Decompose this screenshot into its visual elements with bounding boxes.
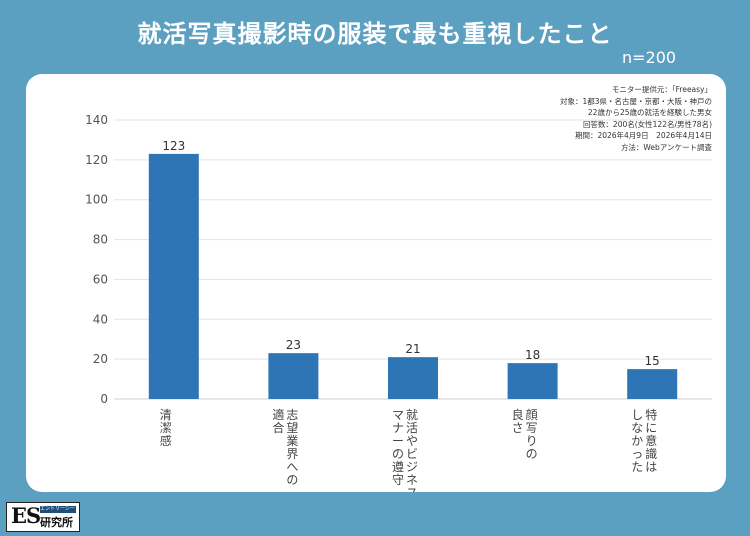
logo-mark: ES [11,503,41,528]
bar [627,369,678,399]
logo-name: 研究所 [40,516,73,529]
survey-info: モニター提供元：「Freeasy」 対象：1都3県・名古屋・京都・大阪・神戸の … [560,84,712,153]
data-label: 18 [525,348,540,362]
data-label: 15 [645,354,660,368]
chart-card: モニター提供元：「Freeasy」 対象：1都3県・名古屋・京都・大阪・神戸の … [26,74,726,492]
y-tick-label: 60 [93,272,108,286]
survey-info-line: 回答数：200名(女性122名/男性78名) [582,119,712,129]
data-label: 23 [286,338,301,352]
bar [268,353,319,399]
es-lab-logo: ES エントリーシート 研究所 [6,502,80,532]
x-tick-label: 適合 [272,407,284,435]
bar [388,357,438,399]
x-tick-label: マナーの遵守 [392,408,404,487]
sample-size-label: n=200 [622,48,677,67]
survey-info-line: 対象：1都3県・名古屋・京都・大阪・神戸の [559,96,712,106]
survey-info-line: 方法：Webアンケート調査 [620,142,712,152]
x-tick-label: 特に意識は [645,407,657,474]
x-tick-label: しなかった [631,408,643,474]
y-tick-label: 40 [93,312,108,326]
y-tick-label: 100 [85,193,108,207]
bar [507,363,558,399]
y-tick-label: 120 [85,153,108,167]
survey-info-line: モニター提供元：「Freeasy」 [611,85,712,94]
x-tick-label: 清潔感 [160,408,172,448]
y-tick-label: 20 [93,352,108,366]
survey-info-line: 22歳から25歳の就活を経験した男女 [587,108,712,117]
bar [148,153,199,399]
y-tick-label: 140 [85,113,108,127]
x-tick-label: 良さ [512,407,524,435]
x-tick-label: 顔写りの [526,407,538,461]
x-tick-label: 就活やビジネス [406,408,418,492]
y-tick-label: 0 [100,392,108,406]
x-tick-label: 志望業界への [286,408,298,487]
survey-info-line: 期間：2026年4月9日 2026年4月14日 [574,131,712,140]
page-title: 就活写真撮影時の服装で最も重視したこと [137,20,613,48]
y-tick-label: 80 [93,233,108,247]
logo-tagline: エントリーシート [40,506,76,513]
data-label: 21 [405,342,420,356]
data-label: 123 [162,139,185,153]
